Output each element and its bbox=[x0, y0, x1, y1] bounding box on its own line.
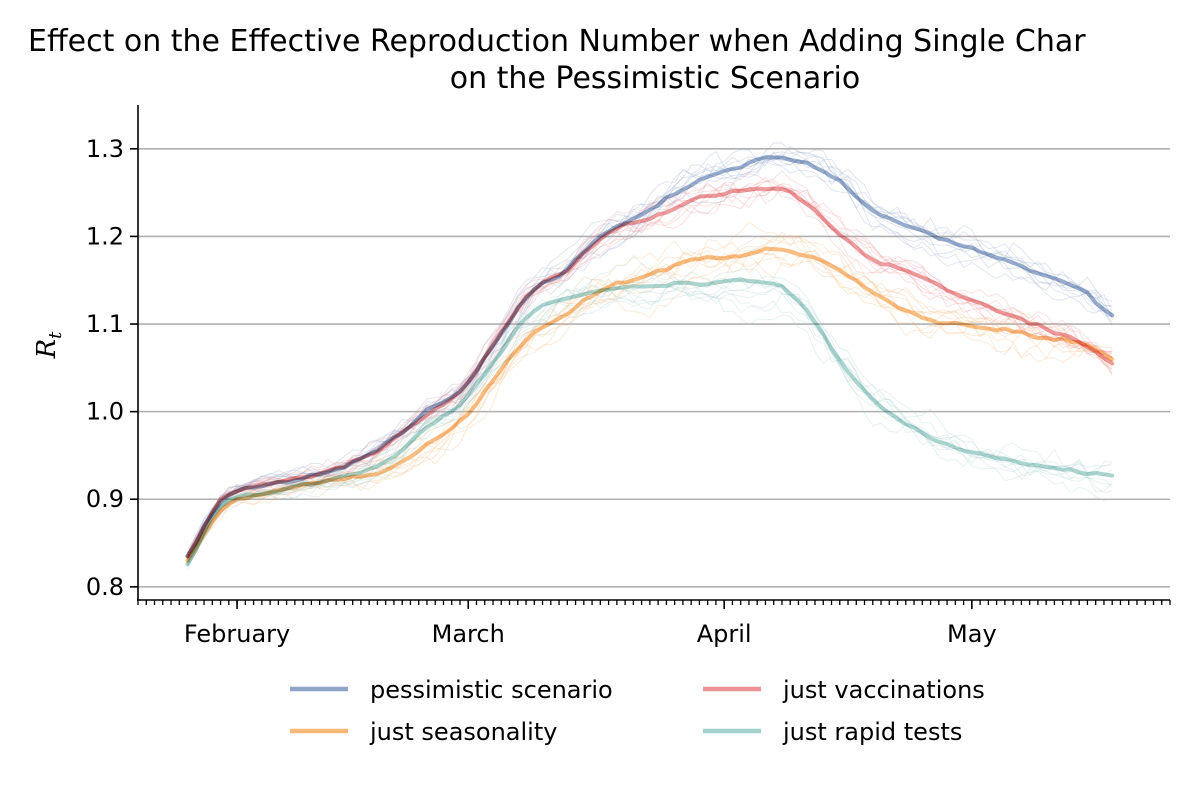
x-tick-label: May bbox=[947, 620, 997, 648]
trajectory-0 bbox=[187, 145, 1113, 553]
background-trajectories bbox=[187, 142, 1113, 570]
x-tick-label: April bbox=[697, 620, 752, 648]
y-tick-label: 1.1 bbox=[86, 310, 124, 338]
trajectory-1 bbox=[187, 234, 1113, 562]
x-tick-label: March bbox=[432, 620, 505, 648]
trajectory-1 bbox=[187, 235, 1113, 561]
chart-subtitle: on the Pessimistic Scenario bbox=[450, 61, 860, 96]
legend-label: pessimistic scenario bbox=[370, 676, 613, 704]
trajectory-2 bbox=[187, 185, 1113, 559]
y-tick-label: 1.3 bbox=[86, 135, 124, 163]
chart-title: Effect on the Effective Reproduction Num… bbox=[28, 24, 1086, 59]
trajectory-3 bbox=[187, 275, 1113, 564]
trajectory-0 bbox=[187, 150, 1113, 558]
legend-label: just vaccinations bbox=[782, 676, 985, 704]
y-ticks: 0.8 0.9 1.0 1.1 1.2 1.3 bbox=[86, 135, 138, 601]
trajectory-0 bbox=[187, 142, 1113, 558]
series-line-1 bbox=[185, 246, 1115, 563]
trajectory-3 bbox=[187, 268, 1113, 567]
trajectory-2 bbox=[187, 182, 1113, 551]
trajectory-2 bbox=[187, 173, 1113, 559]
y-tick-label: 0.9 bbox=[86, 485, 124, 513]
trajectory-2 bbox=[187, 176, 1113, 558]
trajectory-0 bbox=[187, 150, 1113, 554]
x-ticks: February March April May bbox=[137, 600, 1171, 648]
legend: pessimistic scenario just seasonality just… bbox=[290, 676, 985, 746]
trajectory-1 bbox=[187, 231, 1113, 560]
trajectory-1 bbox=[187, 240, 1113, 560]
legend-label: just seasonality bbox=[369, 718, 557, 746]
series-line-3 bbox=[185, 277, 1115, 567]
series-line-2 bbox=[185, 186, 1115, 559]
series-lines bbox=[185, 155, 1115, 567]
y-tick-label: 1.2 bbox=[86, 222, 124, 250]
grid-lines bbox=[138, 148, 1170, 588]
y-axis-label: Rt bbox=[32, 331, 66, 360]
trajectory-1 bbox=[187, 221, 1113, 560]
x-tick-label: February bbox=[184, 620, 290, 648]
trajectory-1 bbox=[187, 250, 1113, 560]
y-tick-label: 0.8 bbox=[86, 573, 124, 601]
y-tick-label: 1.0 bbox=[86, 398, 124, 426]
trajectory-3 bbox=[187, 269, 1113, 567]
trajectory-0 bbox=[187, 148, 1113, 556]
axes bbox=[137, 105, 1170, 601]
trajectory-3 bbox=[187, 270, 1113, 566]
legend-label: just rapid tests bbox=[782, 718, 962, 746]
trajectory-2 bbox=[187, 184, 1113, 558]
